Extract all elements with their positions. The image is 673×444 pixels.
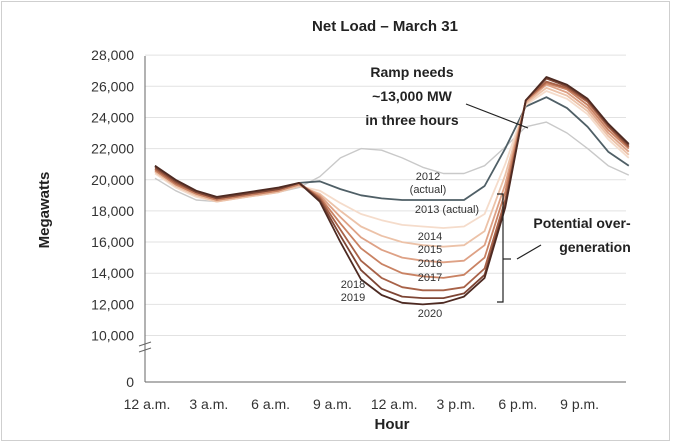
series-label-2015: 2015 bbox=[418, 244, 442, 256]
ramp-annotation-line-1: Ramp needs bbox=[370, 64, 453, 80]
x-tick-label: 12 a.m. bbox=[124, 396, 171, 412]
overgen-bracket bbox=[497, 193, 504, 303]
y-tick-label: 14,000 bbox=[91, 265, 134, 281]
ramp-annotation-line-3: in three hours bbox=[365, 112, 459, 128]
chart-title: Net Load – March 31 bbox=[312, 18, 458, 35]
grid-lines bbox=[145, 54, 626, 336]
series-line-2015 bbox=[154, 87, 630, 248]
axis-break-mark bbox=[138, 341, 152, 347]
series-label-2013: 2013 (actual) bbox=[415, 204, 479, 216]
ramp-pointer-line bbox=[465, 103, 529, 129]
y-tick-label: 22,000 bbox=[91, 141, 134, 157]
y-tick-label: 18,000 bbox=[91, 203, 134, 219]
series-label-2016: 2016 bbox=[418, 258, 442, 270]
y-tick-label: 12,000 bbox=[91, 296, 134, 312]
y-tick-label: 26,000 bbox=[91, 78, 134, 94]
y-tick-label: 16,000 bbox=[91, 234, 134, 250]
overgen-annotation-line-2: generation bbox=[559, 239, 631, 255]
series-line-2019 bbox=[154, 77, 630, 300]
series-label-2014: 2014 bbox=[418, 231, 442, 243]
overgen-annotation-line-1: Potential over- bbox=[533, 215, 631, 231]
y-tick-label: 24,000 bbox=[91, 109, 134, 125]
series-label-2012: 2012 bbox=[416, 171, 440, 183]
x-tick-label: 3 a.m. bbox=[189, 396, 228, 412]
series-label-2020: 2020 bbox=[418, 308, 442, 320]
x-axis-title: Hour bbox=[375, 416, 410, 433]
series-label-2019: 2019 bbox=[341, 292, 365, 304]
overgen-pointer-line bbox=[516, 244, 542, 260]
y-axis-title: Megawatts bbox=[36, 172, 53, 249]
series-line-2012 bbox=[154, 121, 630, 203]
y-tick-label: 28,000 bbox=[91, 47, 134, 63]
ramp-annotation-line-2: ~13,000 MW bbox=[372, 88, 453, 104]
x-tick-label: 3 p.m. bbox=[437, 396, 476, 412]
series-lines bbox=[154, 76, 630, 306]
axis-break-mark bbox=[138, 347, 152, 353]
x-axis-ticks: 12 a.m. 3 a.m. 6 a.m. 9 a.m. 12 a.m. 3 p.m. 6 … bbox=[124, 396, 599, 412]
y-tick-label: 20,000 bbox=[91, 172, 134, 188]
x-tick-label: 12 a.m. bbox=[371, 396, 418, 412]
y-tick-label: 0 bbox=[126, 374, 134, 390]
series-line-2017 bbox=[154, 82, 630, 279]
x-tick-label: 9 p.m. bbox=[560, 396, 599, 412]
series-label-2018: 2018 bbox=[341, 279, 365, 291]
y-tick-label: 10,000 bbox=[91, 328, 134, 344]
series-label-2017: 2017 bbox=[418, 272, 442, 284]
x-tick-label: 6 a.m. bbox=[251, 396, 290, 412]
x-tick-label: 6 p.m. bbox=[498, 396, 537, 412]
series-line-2020 bbox=[154, 76, 630, 306]
x-tick-label: 9 a.m. bbox=[313, 396, 352, 412]
series-label-2012-actual: (actual) bbox=[410, 184, 447, 196]
y-axis-ticks: 0 10,000 12,000 14,000 16,000 18,000 20,000 22,… bbox=[91, 47, 134, 390]
